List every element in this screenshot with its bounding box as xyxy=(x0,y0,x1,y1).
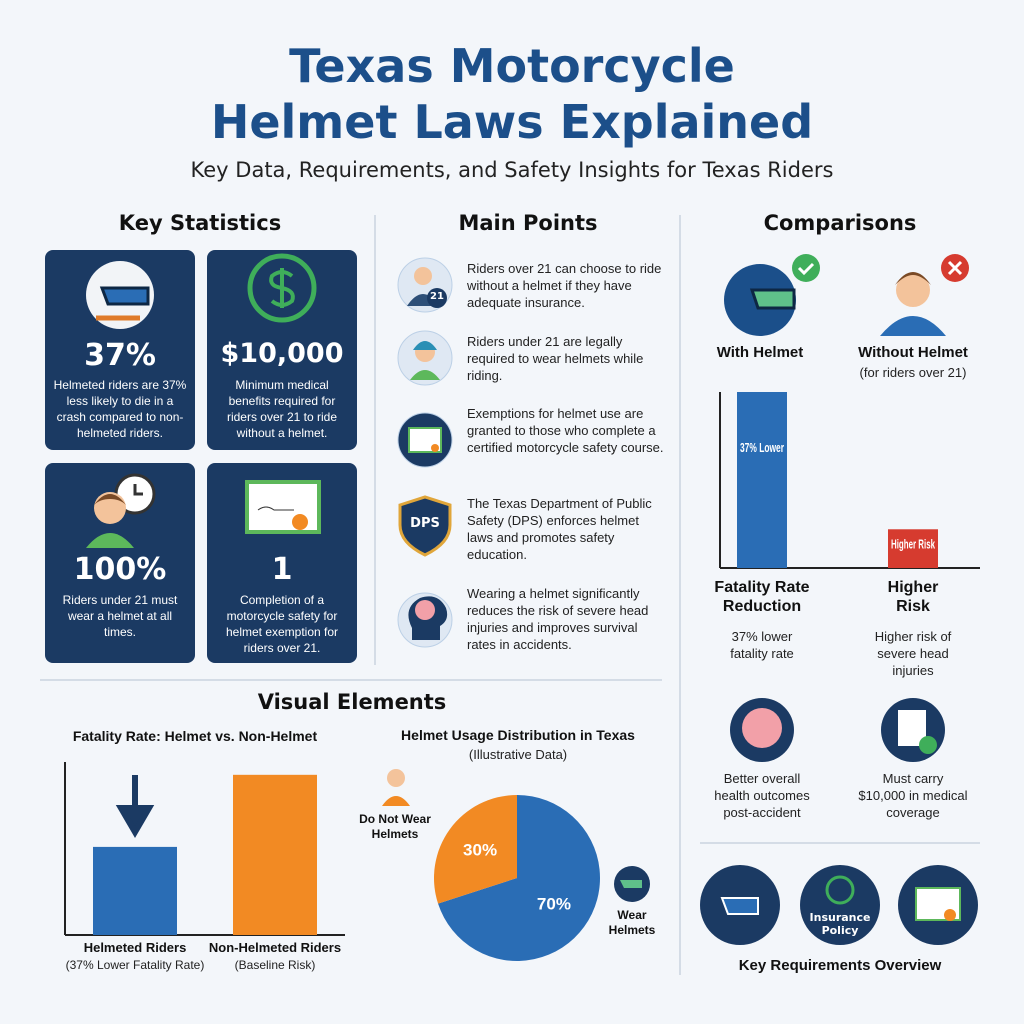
badge: DPS xyxy=(410,516,440,531)
person-icon xyxy=(880,254,969,336)
stat-value: 100% xyxy=(73,552,167,587)
bar xyxy=(888,529,938,568)
slice-label: 70% xyxy=(537,894,571,913)
arrow xyxy=(115,775,155,838)
title: Texas Motorcycle Helmet Laws Explained xyxy=(210,39,814,149)
stat-text: Helmeted riders are 37% less likely to d… xyxy=(53,378,187,440)
stat-value: 37% xyxy=(84,338,156,373)
charts: 70% 30% 37% Lower Higher Risk xyxy=(64,392,980,961)
helmet-icon xyxy=(724,254,820,336)
dividers xyxy=(40,215,980,975)
stat-value: $10,000 xyxy=(220,338,344,369)
option-label: Without Helmet xyxy=(858,344,968,361)
bar xyxy=(233,774,317,935)
section-heading: Comparisons xyxy=(763,211,917,235)
section-heading: Visual Elements xyxy=(257,690,447,714)
option-note: (for riders over 21) xyxy=(859,365,967,380)
document-icon xyxy=(881,698,945,762)
slice-label: 30% xyxy=(463,841,497,860)
stat-text: Riders under 21 must wear a helmet at al… xyxy=(62,593,178,639)
main-point: Wearing a helmet significantly reduces t… xyxy=(467,586,649,652)
section-heading: Key Statistics xyxy=(118,211,282,235)
section-heading: Main Points xyxy=(458,211,598,235)
category-label: Higher Risk xyxy=(887,579,939,615)
chart-title: Fatality Rate: Helmet vs. Non-Helmet xyxy=(72,728,318,744)
brain-benefit-icon xyxy=(730,698,794,762)
dps-shield xyxy=(398,495,452,557)
card xyxy=(45,463,195,663)
requirement-icons xyxy=(700,865,978,945)
kid-helmet-icon xyxy=(410,341,440,380)
main-point: Exemptions for helmet use are granted to… xyxy=(467,406,664,455)
helmet-icon xyxy=(86,261,154,329)
person-icon xyxy=(407,267,447,308)
money-icon xyxy=(247,253,317,323)
legend-label: Do Not Wear Helmets xyxy=(359,812,431,841)
category-label: Fatality Rate Reduction xyxy=(714,579,810,615)
card xyxy=(45,250,195,450)
main-point: The Texas Department of Public Safety (D… xyxy=(467,496,652,562)
legend-label: Wear Helmets xyxy=(608,908,656,937)
category-label: Helmeted Riders xyxy=(83,940,187,955)
pie-legend-icons xyxy=(382,769,650,902)
category-label: Non-Helmeted Riders xyxy=(208,940,342,955)
certificate-small-icon xyxy=(408,427,442,453)
pie-slice xyxy=(438,795,600,961)
benefit: Must carry $10,000 in medical coverage xyxy=(858,771,968,820)
kid-clock-icon xyxy=(86,473,156,548)
option-label: With Helmet xyxy=(716,344,804,361)
main-point: Riders under 21 are legally required to … xyxy=(467,334,644,383)
category-description: 37% lower fatality rate xyxy=(730,629,794,661)
brain-icon xyxy=(408,596,448,640)
bar xyxy=(93,846,177,935)
category-note: (37% Lower Fatality Rate) xyxy=(65,958,205,972)
category-note: (Baseline Risk) xyxy=(234,958,316,972)
requirement-label: Insurance Policy xyxy=(809,911,871,937)
requirements-caption: Key Requirements Overview xyxy=(738,957,942,974)
category-description: Higher risk of severe head injuries xyxy=(874,629,952,678)
stat-text: Completion of a motorcycle safety for he… xyxy=(225,593,339,655)
pie-slice xyxy=(433,795,517,904)
certificate-icon xyxy=(245,480,321,534)
chart-title: Helmet Usage Distribution in Texas xyxy=(401,727,635,743)
stat-value: 1 xyxy=(271,552,293,587)
bar-annotation: Higher Risk xyxy=(891,537,935,552)
benefit: Better overall health outcomes post-acci… xyxy=(714,771,810,820)
card xyxy=(207,250,357,450)
main-point: Riders over 21 can choose to ride withou… xyxy=(467,261,662,310)
chart-subtitle: (Illustrative Data) xyxy=(468,747,568,762)
badge: 21 xyxy=(430,291,444,302)
bar xyxy=(737,392,787,568)
bar-annotation: 37% Lower xyxy=(740,440,784,455)
stat-text: Minimum medical benefits required for ri… xyxy=(226,378,338,440)
subtitle: Key Data, Requirements, and Safety Insig… xyxy=(190,158,834,182)
